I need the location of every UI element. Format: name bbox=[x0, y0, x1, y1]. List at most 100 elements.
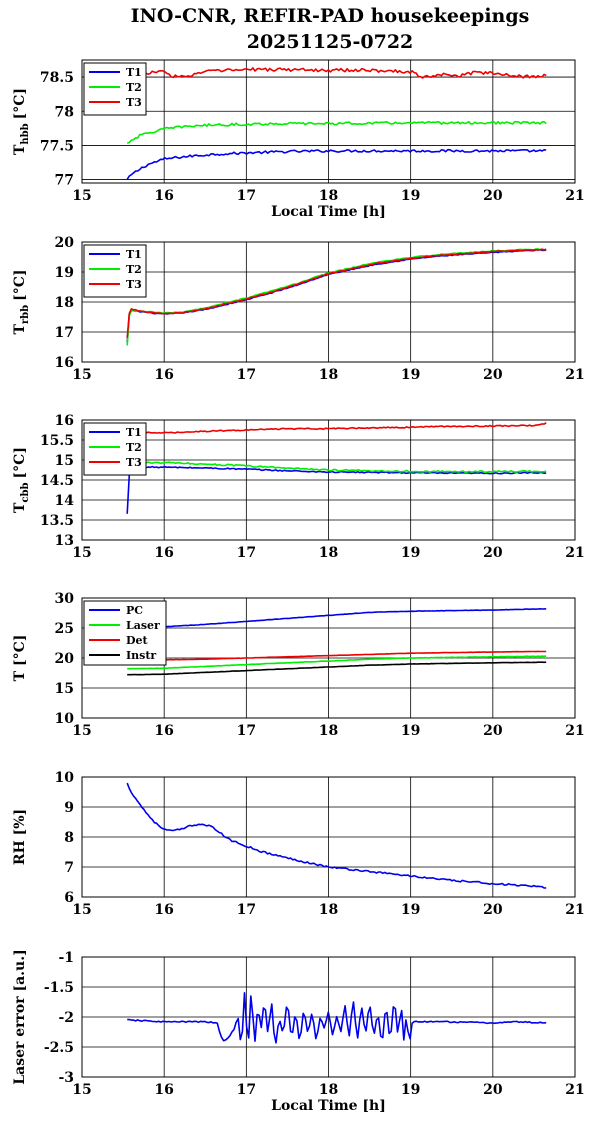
x-tick-label: 15 bbox=[72, 545, 91, 561]
y-axis-label: RH [%] bbox=[12, 809, 28, 865]
y-tick-label: -1.5 bbox=[44, 980, 74, 996]
legend-label: T2 bbox=[126, 441, 142, 454]
x-tick-label: 19 bbox=[401, 902, 420, 918]
y-tick-label: 18 bbox=[55, 295, 74, 311]
y-tick-label: 13 bbox=[55, 533, 74, 549]
x-axis-label: Local Time [h] bbox=[271, 204, 386, 220]
x-tick-label: 17 bbox=[237, 188, 256, 204]
y-tick-label: -3 bbox=[58, 1070, 74, 1086]
series-line-t3 bbox=[129, 422, 547, 434]
y-tick-label: 10 bbox=[55, 770, 75, 786]
chart-humidity: 15 16 17 18 19 20 21 6 7 8 9 10 RH [%] bbox=[12, 770, 585, 918]
legend-label: T2 bbox=[126, 263, 142, 276]
y-tick-label: 9 bbox=[64, 800, 74, 816]
y-axis-label: T [°C] bbox=[12, 635, 28, 682]
series-line-value bbox=[126, 782, 547, 889]
x-tick-label: 20 bbox=[483, 188, 503, 204]
y-tick-label: 14 bbox=[55, 493, 75, 509]
legend-label: Instr bbox=[126, 649, 156, 662]
y-axis-label: Thbb [°C] bbox=[12, 88, 31, 155]
chart-laser-error: 15 16 17 18 19 20 21 -3 -2.5 -2 -1.5 -1 Local Time [… bbox=[12, 949, 585, 1114]
x-tick-label: 17 bbox=[237, 367, 256, 383]
chart-cbb: 15 16 17 18 19 20 21 13 13.5 14 14.5 15 15.5 16 T1 T2 T3… bbox=[12, 413, 585, 561]
y-tick-label: 15 bbox=[55, 453, 74, 469]
x-tick-label: 19 bbox=[401, 367, 420, 383]
y-tick-label: 20 bbox=[55, 235, 75, 251]
y-axis-label-main: T bbox=[12, 324, 28, 335]
y-axis-label-unit: [°C] bbox=[12, 88, 28, 119]
series-line-t2 bbox=[126, 120, 547, 144]
x-tick-label: 18 bbox=[319, 1082, 338, 1098]
x-tick-label: 19 bbox=[401, 723, 420, 739]
y-axis-label-unit: [°C] bbox=[12, 447, 28, 478]
x-tick-label: 20 bbox=[483, 545, 503, 561]
y-axis-label-main: T bbox=[12, 144, 28, 155]
y-tick-label: 15.5 bbox=[40, 433, 74, 449]
chart-hbb: 15 16 17 18 19 20 21 77 77.5 78 78.5 T1 T2 T3 Local Ti… bbox=[12, 59, 585, 220]
x-tick-label: 20 bbox=[483, 367, 503, 383]
y-tick-label: 17 bbox=[55, 325, 74, 341]
x-tick-label: 16 bbox=[154, 1082, 173, 1098]
legend-label: T1 bbox=[126, 248, 142, 261]
y-axis-label: Trbb [°C] bbox=[12, 269, 31, 334]
y-tick-label: 16 bbox=[55, 355, 74, 371]
y-axis-label-main: T [°C] bbox=[12, 635, 28, 682]
x-tick-label: 16 bbox=[154, 367, 173, 383]
y-tick-label: 25 bbox=[55, 621, 74, 637]
y-tick-label: 16 bbox=[55, 413, 74, 429]
x-tick-label: 15 bbox=[72, 723, 91, 739]
y-tick-label: -1 bbox=[58, 950, 74, 966]
y-tick-label: 7 bbox=[64, 860, 74, 876]
series-line-instr bbox=[127, 661, 547, 676]
x-tick-label: 21 bbox=[565, 545, 584, 561]
x-tick-label: 19 bbox=[401, 545, 420, 561]
x-tick-label: 15 bbox=[72, 188, 91, 204]
x-tick-label: 18 bbox=[319, 188, 338, 204]
x-tick-label: 15 bbox=[72, 902, 91, 918]
series-line-laser bbox=[127, 655, 547, 670]
x-tick-label: 16 bbox=[154, 723, 173, 739]
series-line-t3 bbox=[126, 67, 547, 79]
x-tick-label: 21 bbox=[565, 902, 584, 918]
x-tick-label: 17 bbox=[237, 545, 256, 561]
y-tick-label: 6 bbox=[64, 890, 74, 906]
y-tick-label: 8 bbox=[64, 830, 74, 846]
chart-temperatures: 15 16 17 18 19 20 211015202530PCLaserDetInstrT… bbox=[12, 591, 585, 739]
y-axis-label-main: RH [%] bbox=[12, 809, 28, 865]
y-axis-label-main: Laser error [a.u.] bbox=[12, 949, 28, 1084]
legend-label: PC bbox=[126, 604, 143, 617]
legend-label: T2 bbox=[126, 81, 142, 94]
x-tick-label: 19 bbox=[401, 1082, 420, 1098]
x-axis-label: Local Time [h] bbox=[271, 1098, 386, 1114]
y-tick-label: -2.5 bbox=[44, 1040, 74, 1056]
legend-label: T3 bbox=[126, 96, 142, 109]
x-tick-label: 21 bbox=[565, 367, 584, 383]
y-tick-label: -2 bbox=[58, 1010, 74, 1026]
x-tick-label: 21 bbox=[565, 188, 584, 204]
x-tick-label: 15 bbox=[72, 1082, 91, 1098]
y-tick-label: 77.5 bbox=[40, 138, 74, 154]
y-axis-label-subscript: cbb bbox=[20, 482, 31, 502]
y-tick-label: 30 bbox=[55, 591, 75, 607]
x-tick-label: 17 bbox=[237, 902, 256, 918]
x-tick-label: 20 bbox=[483, 723, 503, 739]
y-axis-label-subscript: hbb bbox=[20, 123, 31, 144]
legend-label: Laser bbox=[126, 619, 160, 632]
y-axis-label-subscript: rbb bbox=[20, 305, 31, 324]
series-line-pc bbox=[127, 608, 547, 632]
series-line-value bbox=[127, 992, 547, 1044]
y-tick-label: 78.5 bbox=[40, 70, 74, 86]
x-tick-label: 19 bbox=[401, 188, 420, 204]
y-tick-label: 77 bbox=[55, 173, 74, 189]
y-tick-label: 15 bbox=[55, 681, 74, 697]
y-axis-label-main: T bbox=[12, 502, 28, 513]
y-tick-label: 13.5 bbox=[40, 513, 74, 529]
series-line-t2 bbox=[129, 461, 547, 474]
x-tick-label: 16 bbox=[154, 902, 173, 918]
x-tick-label: 18 bbox=[319, 902, 338, 918]
y-axis-label: Laser error [a.u.] bbox=[12, 949, 28, 1084]
x-tick-label: 17 bbox=[237, 1082, 256, 1098]
y-tick-label: 14.5 bbox=[40, 473, 74, 489]
